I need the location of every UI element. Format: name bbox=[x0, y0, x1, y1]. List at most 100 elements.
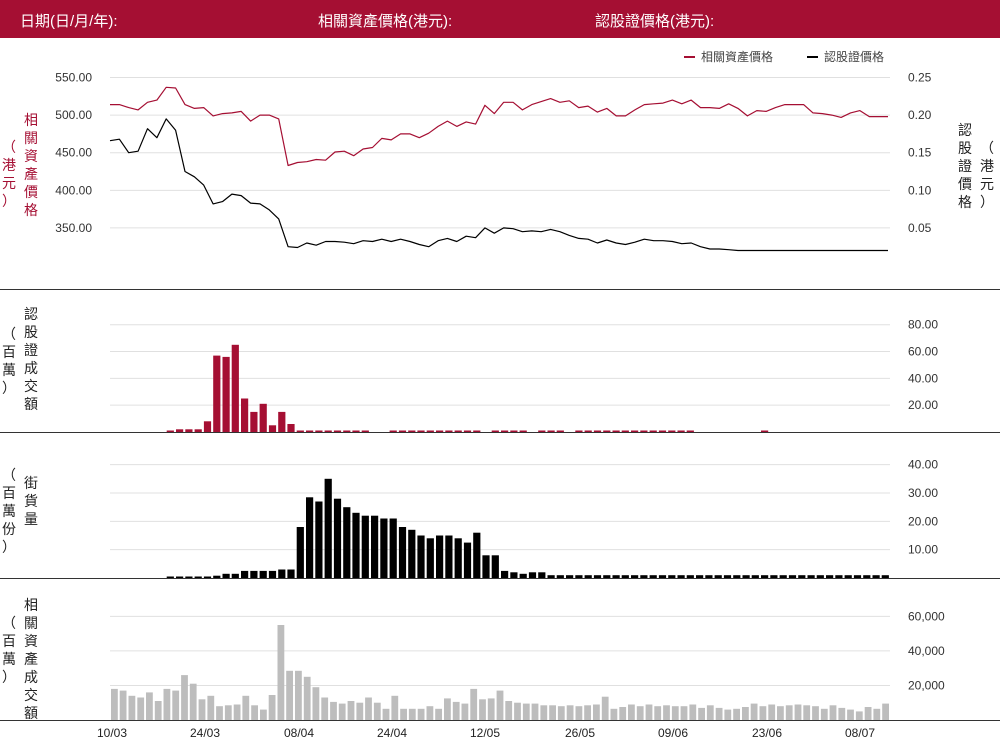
underlying-turnover-bar bbox=[277, 625, 285, 720]
warrant-turnover-bar bbox=[547, 430, 555, 432]
outstanding-bar bbox=[287, 569, 295, 578]
outstanding-bar bbox=[380, 518, 388, 578]
underlying-turnover-bar bbox=[803, 705, 811, 720]
underlying-turnover-bar bbox=[189, 683, 197, 720]
outstanding-bar bbox=[658, 575, 667, 578]
outstanding-bar bbox=[426, 538, 434, 578]
outstanding-bar bbox=[584, 575, 592, 578]
underlying-turnover-bar bbox=[584, 705, 591, 720]
outstanding-bar bbox=[231, 573, 239, 579]
axis-title-char: 額 bbox=[24, 705, 38, 721]
outstanding-bar bbox=[761, 575, 769, 578]
tick-label: 20.00 bbox=[908, 514, 938, 528]
tick-label: 20.00 bbox=[908, 398, 938, 412]
right-axis-title-char: 證 bbox=[958, 158, 972, 174]
right-axis-unit-char: ） bbox=[980, 194, 994, 210]
right-tick-label: 0.10 bbox=[908, 183, 932, 197]
warrant-turnover-bar bbox=[686, 430, 694, 432]
underlying-turnover-bar bbox=[654, 706, 662, 720]
warrant-turnover-bar bbox=[621, 430, 629, 432]
outstanding-bar bbox=[528, 572, 537, 578]
axis-title-char: 量 bbox=[24, 511, 38, 527]
warrant-turnover-bar bbox=[250, 411, 258, 432]
warrant-turnover-bar bbox=[658, 430, 667, 432]
left-axis-title-char: 相 bbox=[24, 112, 38, 128]
underlying-turnover-bar bbox=[619, 707, 627, 720]
outstanding-bar bbox=[343, 507, 351, 578]
outstanding-bar bbox=[445, 535, 453, 578]
outstanding-bar bbox=[315, 501, 323, 578]
outstanding-bar bbox=[686, 575, 694, 578]
warrant-turnover-bar bbox=[324, 430, 332, 432]
warrant-turnover-bar bbox=[213, 355, 221, 432]
underlying-turnover-bar bbox=[268, 695, 276, 720]
warrant-turnover-bar bbox=[241, 398, 249, 432]
outstanding-bar bbox=[398, 527, 407, 578]
underlying-turnover-bar bbox=[163, 688, 171, 720]
left-tick-label: 450.00 bbox=[55, 146, 92, 160]
outstanding-bar bbox=[853, 575, 862, 578]
warrant-turnover-bar bbox=[668, 430, 676, 432]
underlying-turnover-bar bbox=[724, 709, 732, 720]
underlying-turnover-bar bbox=[742, 707, 749, 720]
underlying-turnover-bar bbox=[242, 695, 250, 720]
warrant-turnover-bar bbox=[268, 425, 277, 432]
outstanding-bar bbox=[881, 575, 889, 578]
warrant-turnover-bar bbox=[296, 430, 304, 432]
outstanding-bar bbox=[593, 575, 602, 578]
tick-label: 80.00 bbox=[908, 318, 938, 332]
axis-unit-char: 百 bbox=[2, 485, 16, 501]
underlying-turnover-bar bbox=[373, 702, 381, 720]
underlying-turnover-bar bbox=[330, 701, 337, 720]
underlying-turnover-bar bbox=[400, 708, 407, 720]
right-axis-unit-char: 元 bbox=[980, 176, 994, 192]
right-tick-label: 0.25 bbox=[908, 71, 932, 85]
underlying-turnover-bar bbox=[733, 708, 740, 720]
right-tick-label: 0.05 bbox=[908, 221, 932, 235]
outstanding-bar bbox=[333, 498, 342, 578]
underlying-turnover-bar bbox=[207, 695, 215, 720]
outstanding-bar bbox=[482, 555, 490, 578]
warrant-turnover-bar bbox=[436, 430, 444, 432]
info-header-bar: 日期(日/月/年): 相關資產價格(港元): 認股證價格(港元): bbox=[0, 0, 1000, 38]
axis-title-char: 資 bbox=[24, 633, 38, 649]
underlying-turnover-bar bbox=[855, 711, 863, 720]
outstanding-bar bbox=[742, 575, 750, 578]
legend-label-warrant: 認股證價格 bbox=[824, 49, 884, 64]
underlying-turnover-bar bbox=[847, 709, 854, 720]
warrant-turnover-bar bbox=[631, 430, 639, 432]
axis-unit-char: 百 bbox=[2, 633, 16, 649]
outstanding-bar bbox=[491, 555, 499, 578]
axis-unit-char: 份 bbox=[2, 521, 16, 537]
tick-label: 20,000 bbox=[908, 678, 945, 692]
right-axis-title-char: 認 bbox=[958, 122, 972, 138]
outstanding-bar bbox=[436, 535, 444, 578]
outstanding-bar bbox=[473, 532, 481, 578]
left-axis-title-char: 產 bbox=[24, 166, 38, 182]
underlying-turnover-bar bbox=[531, 703, 539, 720]
underlying-turnover-bar bbox=[768, 704, 776, 720]
axis-title-char: 額 bbox=[24, 396, 38, 412]
outstanding-bar bbox=[863, 575, 871, 578]
warrant-turnover-bar bbox=[408, 430, 416, 432]
warrant-turnover-bar bbox=[463, 430, 472, 432]
outstanding-bar bbox=[278, 569, 286, 578]
outstanding-bar bbox=[306, 497, 314, 579]
underlying-turnover-bar bbox=[347, 701, 355, 720]
outstanding-bar bbox=[463, 542, 472, 578]
left-axis-unit-char: ） bbox=[2, 193, 16, 209]
outstanding-bar bbox=[835, 575, 843, 578]
axis-title-char: 成 bbox=[24, 669, 38, 685]
underlying-turnover-bar bbox=[251, 705, 258, 720]
warrant-turnover-bar bbox=[361, 430, 369, 432]
underlying-turnover-bar bbox=[864, 707, 872, 720]
axis-unit-char: 萬 bbox=[2, 651, 16, 667]
outstanding-bar bbox=[575, 575, 583, 578]
underlying-turnover-bar bbox=[785, 705, 793, 720]
underlying-turnover-bar bbox=[338, 703, 346, 720]
outstanding-bar bbox=[677, 575, 685, 578]
right-axis-unit-char: 港 bbox=[980, 158, 994, 174]
tick-label: 30.00 bbox=[908, 486, 938, 500]
underlying-turnover-bar bbox=[312, 687, 320, 720]
x-tick-label: 10/03 bbox=[97, 726, 127, 740]
